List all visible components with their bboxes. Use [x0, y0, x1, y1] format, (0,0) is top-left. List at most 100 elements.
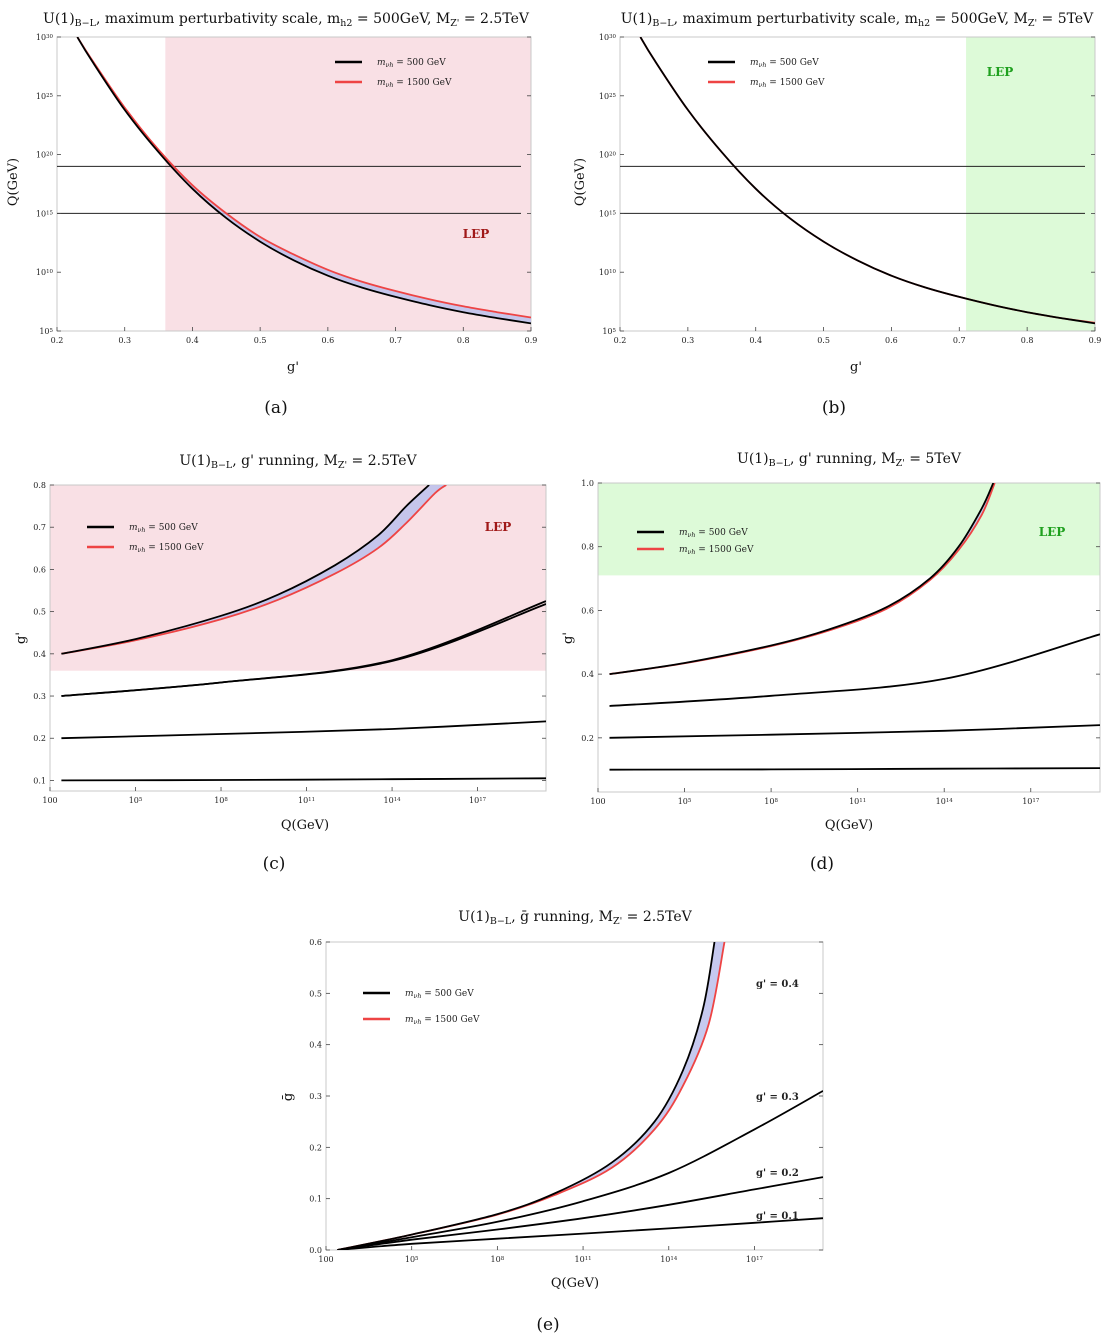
y-tick-label: 0.4	[581, 670, 594, 679]
x-tick-label: 1017	[746, 1255, 764, 1264]
x-tick-label: 108	[491, 1255, 505, 1264]
legend-entry-1500gev: mνh = 1500 GeV	[129, 543, 204, 554]
chart-title: U(1)B−L, maximum perturbativity scale, m…	[621, 11, 1094, 29]
y-tick-label: 0.1	[309, 1195, 322, 1204]
curves-group	[609, 483, 1100, 771]
legend: mνh = 500 GeV mνh = 1500 GeV	[87, 523, 204, 554]
lep-region-label: LEP	[987, 65, 1014, 79]
series-line-3	[609, 724, 1100, 739]
x-tick-label: 0.9	[525, 336, 538, 345]
y-tick-label: 0.5	[309, 989, 322, 998]
y-tick-label: 0.8	[581, 543, 594, 552]
chart-title: U(1)B−L, ḡ running, MZ' = 2.5TeV	[458, 909, 692, 927]
y-tick-label: 0.7	[33, 523, 46, 532]
legend-entry-500gev: mνh = 500 GeV	[129, 523, 198, 534]
y-axis-label: g'	[14, 632, 29, 644]
legend-entry-1500gev: mνh = 1500 GeV	[405, 1015, 480, 1026]
x-tick-label: 1014	[936, 797, 954, 806]
y-tick-label: 0.8	[33, 481, 46, 490]
x-axis-label: Q(GeV)	[825, 818, 873, 833]
lep-excluded-region	[966, 37, 1095, 331]
curves-group	[61, 485, 546, 782]
x-tick-label: 0.8	[1021, 336, 1034, 345]
curve-label-3: g' = 0.1	[756, 1211, 799, 1222]
series-line-4	[61, 720, 546, 740]
y-tick-label: 0.3	[309, 1092, 322, 1101]
y-tick-label: 0.4	[309, 1041, 322, 1050]
chart-panel-c: LEP 100 105 108 1011 1014 1017 0.1 0.2 0.3 0.4 0.5 0…	[14, 453, 547, 874]
x-tick-label: 0.4	[749, 336, 762, 345]
plot-frame	[49, 484, 547, 792]
series-line-1500gev	[76, 37, 531, 319]
chart-title: U(1)B−L, maximum perturbativity scale, m…	[43, 11, 530, 29]
legend-entry-1500gev: mνh = 1500 GeV	[750, 78, 825, 89]
x-axis-label: Q(GeV)	[281, 818, 329, 833]
x-tick-label: 0.6	[885, 336, 898, 345]
plot-frame	[56, 36, 532, 332]
series-line-4	[609, 767, 1100, 771]
x-tick-label: 0.7	[953, 336, 966, 345]
legend: mνh = 500 GeV mνh = 1500 GeV	[363, 989, 480, 1026]
x-tick-label: 100	[42, 796, 57, 805]
x-tick-label: 108	[214, 796, 228, 805]
y-tick-label: 0.0	[309, 1246, 322, 1255]
x-tick-label: 0.2	[614, 336, 627, 345]
y-tick-label: 0.2	[309, 1143, 322, 1152]
x-tick-label: 0.9	[1089, 336, 1102, 345]
curves-group	[337, 942, 823, 1250]
y-axis-label: Q(GeV)	[6, 158, 21, 206]
curves-group	[76, 37, 531, 325]
legend: mνh = 500 GeV mνh = 1500 GeV	[637, 528, 754, 556]
subfigure-caption: (d)	[810, 854, 834, 874]
legend-entry-500gev: mνh = 500 GeV	[405, 989, 474, 1000]
x-tick-label: 0.7	[389, 336, 402, 345]
legend-entry-500gev: mνh = 500 GeV	[750, 58, 819, 69]
x-axis-label: g'	[287, 360, 299, 375]
x-tick-label: 108	[764, 797, 778, 806]
y-tick-label: 1025	[599, 92, 617, 101]
x-tick-label: 0.2	[51, 336, 64, 345]
legend: mνh = 500 GeV mνh = 1500 GeV	[335, 58, 452, 89]
y-tick-label: 105	[39, 327, 53, 336]
plot-frame	[619, 36, 1096, 332]
x-tick-label: 105	[678, 797, 692, 806]
x-tick-label: 0.5	[254, 336, 267, 345]
series-line-3	[61, 603, 546, 697]
lep-region-label: LEP	[485, 520, 512, 534]
x-tick-label: 105	[129, 796, 143, 805]
x-tick-label: 0.6	[321, 336, 334, 345]
series-line-1500gev	[61, 485, 447, 655]
x-tick-label: 100	[590, 797, 605, 806]
chart-title: U(1)B−L, g' running, MZ' = 5TeV	[737, 451, 962, 469]
chart-panel-b: LEP 0.2 0.3 0.4 0.5 0.6 0.7 0.8 0.9 105 1010 1015 10…	[573, 11, 1101, 418]
y-tick-label: 1015	[36, 209, 54, 218]
y-tick-label: 105	[602, 327, 616, 336]
x-tick-label: 0.3	[118, 336, 131, 345]
y-tick-label: 1010	[36, 268, 54, 277]
chart-panel-a: LEP 0.2 0.3 0.4 0.5 0.6 0.7 0.8 0.9 105 1010 1015 10…	[6, 11, 537, 418]
y-tick-label: 1025	[36, 92, 54, 101]
legend: mνh = 500 GeV mνh = 1500 GeV	[708, 58, 825, 89]
legend-entry-500gev: mνh = 500 GeV	[679, 528, 748, 539]
series-line-3	[337, 1176, 823, 1250]
subfigure-caption: (c)	[263, 854, 286, 874]
y-tick-label: 1020	[36, 151, 54, 160]
y-tick-label: 0.4	[33, 650, 46, 659]
legend-entry-1500gev: mνh = 1500 GeV	[377, 78, 452, 89]
plot-frame	[597, 482, 1101, 793]
series-line-500gev	[337, 942, 716, 1250]
x-axis-label: Q(GeV)	[551, 1276, 599, 1291]
curves-group	[639, 37, 1095, 325]
series-line-5	[61, 777, 546, 782]
x-tick-label: 1011	[298, 796, 315, 805]
series-line-500gev	[639, 37, 1095, 325]
x-tick-label: 0.3	[681, 336, 694, 345]
y-tick-label: 0.6	[581, 606, 594, 615]
y-tick-label: 0.6	[33, 565, 46, 574]
y-tick-label: 1020	[599, 151, 617, 160]
x-axis-label: g'	[850, 360, 862, 375]
chart-title: U(1)B−L, g' running, MZ' = 2.5TeV	[179, 453, 417, 471]
x-tick-label: 1011	[575, 1255, 592, 1264]
y-tick-label: 1030	[599, 33, 617, 42]
